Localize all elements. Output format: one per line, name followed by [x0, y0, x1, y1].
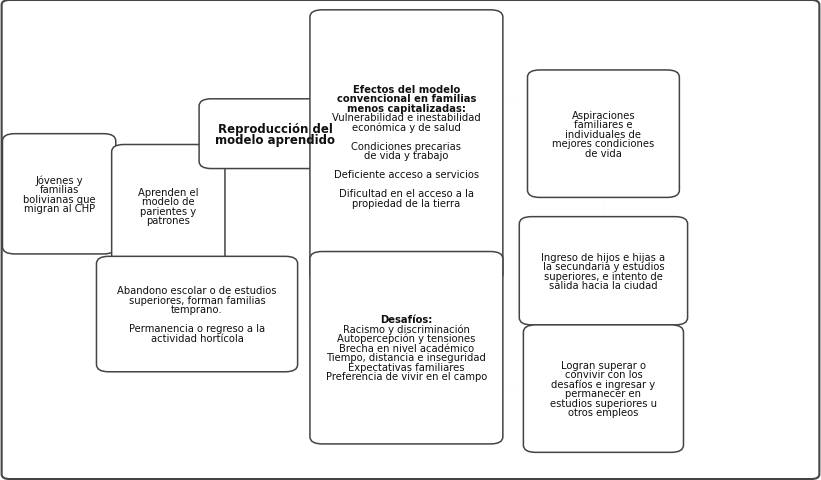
- Text: Aprenden el: Aprenden el: [138, 187, 199, 197]
- Text: Brecha en nivel académico: Brecha en nivel académico: [339, 343, 474, 353]
- Text: Reproducción del: Reproducción del: [218, 122, 333, 135]
- Text: desafíos e ingresar y: desafíos e ingresar y: [552, 379, 655, 389]
- Text: Jóvenes y: Jóvenes y: [35, 175, 83, 185]
- Text: de vida y trabajo: de vida y trabajo: [365, 151, 448, 161]
- Text: parientes y: parientes y: [140, 206, 196, 216]
- Text: Logran superar o: Logran superar o: [561, 360, 646, 370]
- Text: Tiempo, distancia e inseguridad: Tiempo, distancia e inseguridad: [327, 352, 486, 362]
- Text: Expectativas familiares: Expectativas familiares: [348, 362, 465, 372]
- Text: menos capitalizadas:: menos capitalizadas:: [347, 104, 466, 113]
- Text: Autopercepción y tensiones: Autopercepción y tensiones: [337, 333, 475, 344]
- Text: Vulnerabilidad e inestabilidad: Vulnerabilidad e inestabilidad: [332, 113, 481, 123]
- Text: actividad hortícola: actividad hortícola: [150, 333, 244, 343]
- Text: Dificultad en el acceso a la: Dificultad en el acceso a la: [339, 189, 474, 199]
- Text: modelo aprendido: modelo aprendido: [215, 133, 335, 146]
- FancyArrowPatch shape: [211, 128, 250, 148]
- Text: temprano.: temprano.: [172, 305, 222, 315]
- Text: Deficiente acceso a servicios: Deficiente acceso a servicios: [334, 170, 479, 180]
- Text: superiores, forman familias: superiores, forman familias: [129, 295, 265, 305]
- Text: modelo de: modelo de: [142, 197, 195, 207]
- Text: propiedad de la tierra: propiedad de la tierra: [352, 198, 461, 208]
- Text: Condiciones precarias: Condiciones precarias: [351, 142, 461, 151]
- FancyArrowPatch shape: [170, 154, 200, 263]
- Text: migran al CHP: migran al CHP: [24, 204, 94, 214]
- Text: otros empleos: otros empleos: [568, 408, 639, 418]
- Text: familias: familias: [39, 185, 79, 195]
- FancyBboxPatch shape: [112, 145, 225, 268]
- Text: Aspiraciones: Aspiraciones: [571, 110, 635, 120]
- Text: Abandono escolar o de estudios: Abandono escolar o de estudios: [117, 286, 277, 296]
- Text: Racismo y discriminación: Racismo y discriminación: [343, 324, 470, 334]
- FancyBboxPatch shape: [519, 217, 687, 325]
- Text: Desafíos:: Desafíos:: [380, 314, 433, 324]
- Text: mejores condiciones: mejores condiciones: [553, 139, 654, 149]
- Text: Preferencia de vivir en el campo: Preferencia de vivir en el campo: [326, 372, 487, 382]
- Text: la secundaria y estudios: la secundaria y estudios: [543, 262, 664, 272]
- Text: estudios superiores u: estudios superiores u: [550, 398, 657, 408]
- Text: familiares e: familiares e: [574, 120, 633, 130]
- Text: patrones: patrones: [146, 216, 190, 226]
- FancyBboxPatch shape: [310, 252, 503, 444]
- FancyBboxPatch shape: [528, 71, 680, 198]
- Text: superiores, e intento de: superiores, e intento de: [544, 271, 663, 281]
- FancyBboxPatch shape: [97, 257, 297, 372]
- Text: Efectos del modelo: Efectos del modelo: [353, 84, 460, 95]
- FancyArrowPatch shape: [287, 315, 322, 346]
- Text: convivir con los: convivir con los: [565, 370, 642, 380]
- Text: económica y de salud: económica y de salud: [352, 122, 461, 132]
- FancyBboxPatch shape: [310, 11, 503, 282]
- Text: individuales de: individuales de: [566, 130, 641, 139]
- FancyArrowPatch shape: [493, 93, 538, 113]
- Text: permanecer en: permanecer en: [566, 388, 641, 398]
- Text: convencional en familias: convencional en familias: [337, 94, 476, 104]
- FancyArrowPatch shape: [331, 19, 366, 106]
- Text: salida hacia la ciudad: salida hacia la ciudad: [549, 280, 658, 290]
- FancyBboxPatch shape: [200, 100, 351, 169]
- Text: Ingreso de hijos e hijas a: Ingreso de hijos e hijas a: [541, 252, 666, 262]
- Text: bolivianas que: bolivianas que: [23, 194, 95, 204]
- Text: de vida: de vida: [585, 148, 621, 158]
- FancyBboxPatch shape: [524, 325, 683, 452]
- Text: Permanencia o regreso a la: Permanencia o regreso a la: [129, 324, 265, 334]
- FancyBboxPatch shape: [2, 134, 116, 254]
